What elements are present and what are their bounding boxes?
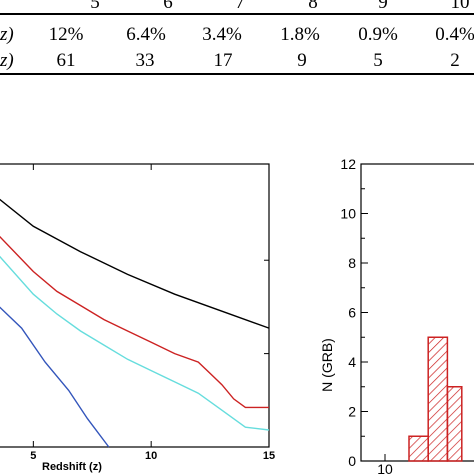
- left-x-tick-label-1: 10: [145, 450, 157, 462]
- left-series: [0, 198, 270, 448]
- right-y-tick-label-4: 8: [348, 255, 356, 271]
- row0-cell-2: 3.4%: [202, 24, 242, 45]
- row1-cell-3: 9: [297, 50, 307, 71]
- left-x-axis-label: Redshift (z): [42, 461, 102, 473]
- left-series-line-0: [0, 198, 270, 329]
- header-cell-0: 5: [90, 0, 100, 13]
- row0-cell-1: 6.4%: [126, 24, 166, 45]
- right-bars: [408, 336, 463, 462]
- right-y-tick-label-5: 10: [340, 206, 356, 222]
- left-plot-frame: [0, 163, 270, 448]
- histogram-bar-2: [446, 386, 463, 462]
- row1-cell-2: 17: [213, 50, 233, 71]
- row-label-0: z): [0, 24, 14, 45]
- left-x-tick-label-2: 15: [263, 450, 275, 462]
- header-cell-1: 6: [163, 0, 173, 13]
- row0-cell-0: 12%: [48, 24, 84, 45]
- left-series-line-3: [0, 306, 110, 448]
- header-cell-4: 9: [378, 0, 388, 13]
- right-y-ticks: 0 2 4 6 8 10 12: [340, 156, 368, 469]
- right-y-tick-label-2: 4: [348, 354, 356, 370]
- right-y-tick-label-0: 0: [348, 453, 356, 469]
- left-x-tick-labels: 5 10 15: [30, 450, 275, 462]
- right-y-tick-label-3: 6: [348, 305, 356, 321]
- histogram-bar-0: [408, 435, 429, 462]
- right-x-tick-label-0: 10: [377, 461, 393, 474]
- histogram-bar-1: [427, 336, 449, 462]
- left-series-line-2: [0, 255, 270, 431]
- row0-cell-4: 0.9%: [358, 24, 398, 45]
- right-y-tick-label-6: 12: [340, 156, 356, 172]
- row-label-1: z): [0, 50, 14, 71]
- table-bottom-rule: [0, 73, 474, 75]
- right-y-tick-label-1: 2: [348, 404, 356, 420]
- right-y-axis-label: N (GRB): [319, 338, 335, 392]
- left-x-tick-label-0: 5: [30, 450, 36, 462]
- row1-cell-1: 33: [135, 50, 155, 71]
- header-cell-2: 7: [235, 0, 245, 13]
- row1-cell-4: 5: [373, 50, 383, 71]
- row0-cell-5: 0.4%: [435, 24, 474, 45]
- row0-cell-3: 1.8%: [280, 24, 320, 45]
- right-x-ticks: 10: [377, 454, 393, 474]
- header-cell-5: 10: [450, 0, 470, 13]
- header-cell-3: 8: [308, 0, 318, 13]
- left-series-line-1: [0, 235, 269, 409]
- row1-cell-5: 2: [450, 50, 460, 71]
- redshift-table: 5 6 7 8 9 10 z) 12% 6.4% 3.4% 1.8% 0.9% …: [0, 0, 474, 80]
- row1-cell-0: 61: [56, 50, 76, 71]
- table-top-rule: [0, 13, 474, 15]
- left-ticks: [32, 164, 270, 447]
